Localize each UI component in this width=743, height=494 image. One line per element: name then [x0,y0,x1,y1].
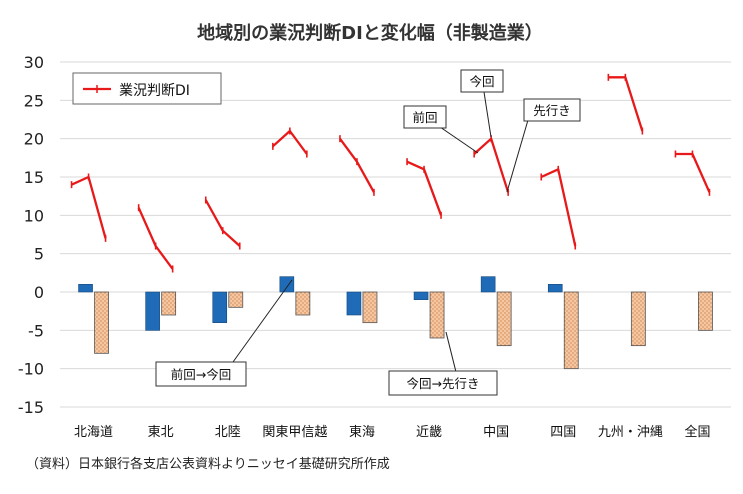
x-category-label: 関東甲信越 [262,424,327,440]
bar-change-next [295,291,311,316]
bar-change-next [362,291,378,324]
di-line [339,137,375,193]
x-category-label: 東北 [148,424,174,440]
y-tick-label: 15 [24,168,44,187]
y-tick-label: 20 [24,130,44,149]
y-axis: -15 -10 -5 0 5 10 15 20 25 30 [18,53,44,417]
bars-change-prev [78,276,563,331]
y-tick-label: -10 [18,360,44,379]
x-axis: 北海道 東北 北陸 関東甲信越 東海 近畿 中国 四国 九州・沖縄 全国 [74,424,710,440]
y-tick-label: 0 [34,283,44,302]
di-lines [70,73,711,273]
bar-change-next [429,291,445,339]
bar-change-next [563,291,579,370]
bar-change-prev [346,291,362,316]
x-category-label: 東海 [349,424,375,440]
di-line [540,168,577,247]
y-tick-label: 5 [34,245,44,264]
annotation-prev: 前回 [412,110,437,125]
chart-title: 地域別の業況判断DIと変化幅（非製造業） [197,22,543,44]
bar-change-next [228,291,244,308]
bar-change-prev [413,291,429,300]
y-tick-label: -15 [18,398,44,417]
annotations: 前回 今回 先行き 前回→今回 今回→先行き [155,69,581,396]
y-tick-label: 25 [24,91,44,110]
di-line [675,152,711,193]
bar-change-next [161,291,177,316]
bar-change-prev [212,291,228,323]
bar-change-next [630,291,646,347]
bar-change-prev [547,284,563,293]
x-category-label: 近畿 [416,425,442,440]
x-category-label: 北海道 [74,425,113,440]
bar-change-next [698,291,713,331]
annotation-next: 先行き [533,103,571,118]
grid [60,61,731,408]
legend: 業況判断DI [72,72,222,105]
bars-change-next [94,291,713,370]
y-tick-label: -5 [28,321,44,340]
x-category-label: 九州・沖縄 [598,425,663,440]
di-line [71,175,107,239]
di-line [608,76,644,132]
x-category-label: 四国 [550,425,576,440]
legend-label: 業況判断DI [119,83,190,99]
x-category-label: 中国 [483,425,509,440]
x-category-label: 全国 [684,424,710,440]
di-line [137,207,174,270]
annotation-now: 今回 [469,74,494,89]
y-tick-label: 30 [24,53,44,72]
bar-change-prev [279,276,295,293]
y-tick-label: 10 [24,206,44,225]
bar-change-prev [78,284,93,293]
bar-change-next [94,291,109,354]
bar-change-prev [145,291,160,331]
annotation-now-to-next: 今回→先行き [407,376,480,391]
annotation-prev-to-now: 前回→今回 [171,367,231,382]
bar-change-next [496,291,512,347]
di-line [204,199,241,247]
bar-change-prev [480,276,496,293]
source-note: （資料）日本銀行各支店公表資料よりニッセイ基礎研究所作成 [26,456,390,472]
di-line [473,137,510,193]
x-category-label: 北陸 [215,424,241,440]
